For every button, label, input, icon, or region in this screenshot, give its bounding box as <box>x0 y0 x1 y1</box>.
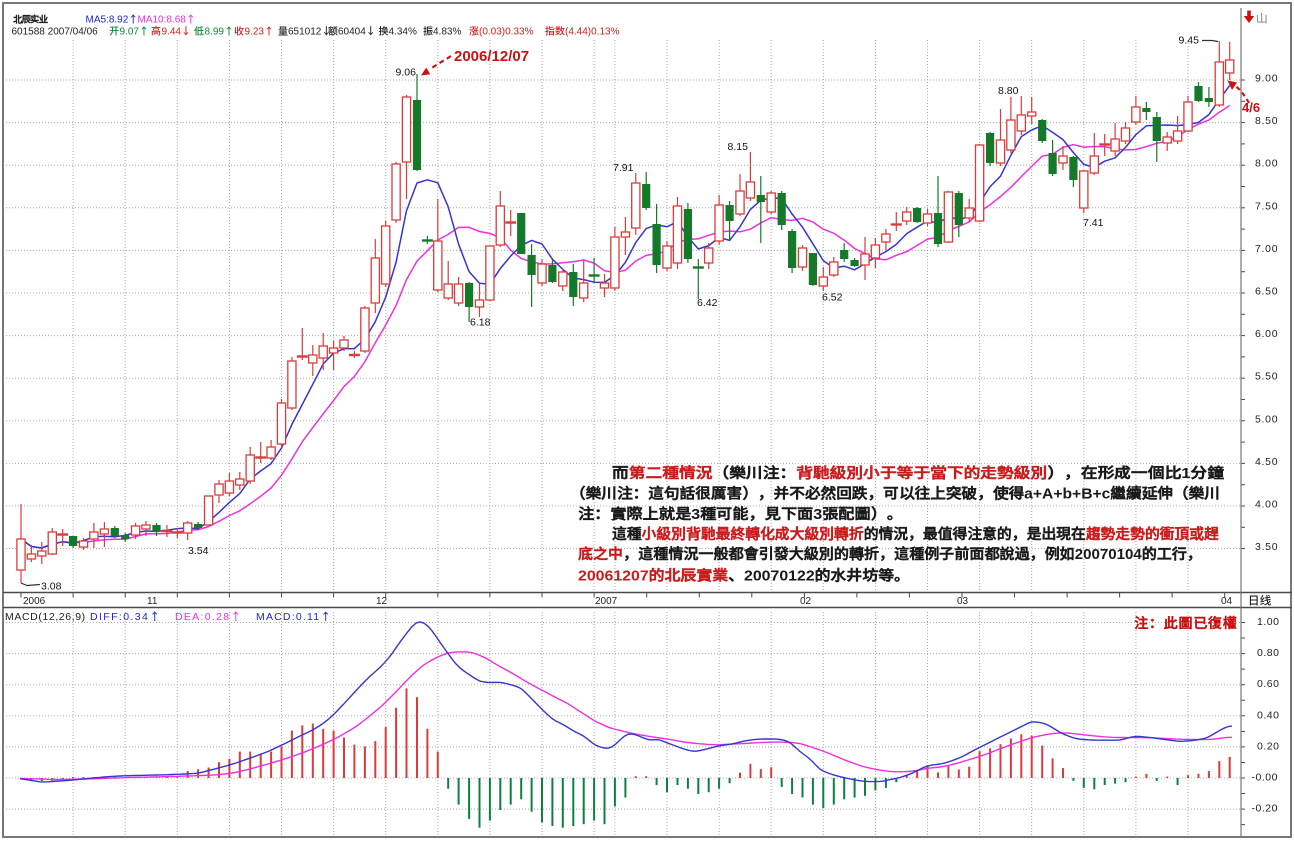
svg-text:3.50: 3.50 <box>1255 541 1278 553</box>
svg-text:7.91: 7.91 <box>613 162 634 174</box>
svg-text:8.00: 8.00 <box>1255 158 1278 170</box>
svg-text:20061207的北辰實業、20070122的水井坊等。: 20061207的北辰實業 、20070122的水井坊等。 <box>578 565 910 586</box>
svg-text:9.06: 9.06 <box>396 67 417 79</box>
svg-text:-0.00: -0.00 <box>1252 772 1278 784</box>
svg-text:开: 开 <box>109 23 120 38</box>
svg-text:2006: 2006 <box>23 596 46 607</box>
svg-text:7.50: 7.50 <box>1255 200 1278 212</box>
svg-text:DEA:0.28↑: DEA:0.28↑ <box>175 609 242 624</box>
svg-text:MACD:0.11↑: MACD:0.11↑ <box>256 609 332 624</box>
svg-text:9.44↓: 9.44↓ <box>162 23 191 38</box>
svg-text:8.15: 8.15 <box>728 141 749 153</box>
svg-text:北辰实业: 北辰实业 <box>13 12 48 26</box>
svg-text:8.50: 8.50 <box>1255 115 1278 127</box>
svg-text:6.50: 6.50 <box>1255 286 1278 298</box>
svg-text:（樂川注：這句話很厲害），并不必然回跌，可以往上突破，使得a: （樂川注：這句話很厲害），并不必然回跌，可以往上突破，使得a+A+b+B+c繼續… <box>570 483 1220 504</box>
svg-text:额60404↓: 额60404↓ <box>327 23 376 38</box>
svg-text:9.07↑: 9.07↑ <box>120 23 149 38</box>
svg-text:1.00: 1.00 <box>1257 616 1279 628</box>
svg-text:5.00: 5.00 <box>1255 413 1278 425</box>
svg-text:3.08: 3.08 <box>41 581 62 593</box>
svg-text:量651012↓: 量651012↓ <box>278 23 331 38</box>
svg-text:-0.20: -0.20 <box>1252 803 1278 815</box>
svg-text:12: 12 <box>376 596 388 607</box>
svg-text:2006/12/07: 2006/12/07 <box>454 48 529 65</box>
svg-text:4/6: 4/6 <box>1242 100 1260 115</box>
svg-text:6.18: 6.18 <box>470 317 491 329</box>
svg-text:04: 04 <box>1221 596 1233 607</box>
svg-text:03: 03 <box>957 596 969 607</box>
svg-text:底之中，這種情況一般都會引發大級別的轉折，這種例子前面都說過: 底之中，這種情況一般都會引發大級別的轉折，這種例子前面都說過，例如2007010… <box>577 543 1202 564</box>
svg-text:8.99↑: 8.99↑ <box>205 23 234 38</box>
svg-text:换4.34%: 换4.34% <box>378 23 417 38</box>
svg-text:日线: 日线 <box>1248 593 1271 609</box>
svg-text:8.80: 8.80 <box>998 85 1019 97</box>
svg-text:指数(4.44)0.13%: 指数(4.44)0.13% <box>545 23 620 38</box>
svg-text:601588 2007/04/06: 601588 2007/04/06 <box>12 27 99 38</box>
svg-text:收: 收 <box>234 23 245 38</box>
svg-text:9.23↑: 9.23↑ <box>245 23 274 38</box>
svg-text:02: 02 <box>800 596 812 607</box>
svg-text:MA5:8.92↑: MA5:8.92↑ <box>86 11 139 26</box>
svg-text:4.00: 4.00 <box>1255 499 1278 511</box>
svg-text:注：此圖已復權: 注：此圖已復權 <box>1134 613 1238 633</box>
svg-text:7.41: 7.41 <box>1083 217 1104 229</box>
svg-text:6.52: 6.52 <box>822 292 843 304</box>
svg-text:低: 低 <box>194 23 205 38</box>
svg-text:6.42: 6.42 <box>697 297 718 309</box>
svg-text:0.40: 0.40 <box>1257 709 1279 721</box>
svg-text:3.54: 3.54 <box>188 545 209 557</box>
svg-text:山: 山 <box>1256 10 1268 27</box>
svg-text:0.20: 0.20 <box>1257 740 1279 752</box>
svg-text:高: 高 <box>151 23 161 38</box>
svg-text:9.00: 9.00 <box>1255 73 1278 85</box>
svg-text:MA10:8.68↑: MA10:8.68↑ <box>138 11 196 26</box>
svg-text:注：實際上就是3種可能，見下面3張配圖）。: 注：實際上就是3種可能，見下面3張配圖）。 <box>578 503 903 524</box>
svg-text:0.60: 0.60 <box>1257 678 1279 690</box>
svg-text:0.80: 0.80 <box>1257 647 1279 659</box>
svg-text:9.45: 9.45 <box>1179 35 1200 47</box>
svg-text:4.50: 4.50 <box>1255 456 1278 468</box>
svg-text:DIFF:0.34↑: DIFF:0.34↑ <box>90 609 161 624</box>
svg-text:6.00: 6.00 <box>1255 328 1278 340</box>
svg-text:7.00: 7.00 <box>1255 243 1278 255</box>
svg-text:2007: 2007 <box>595 596 618 607</box>
svg-text:5.50: 5.50 <box>1255 371 1278 383</box>
svg-text:這種小級別背馳最終轉化成大級別轉折的情況，最值得注意的，是出: 這種小級別背馳最終轉化成大級別轉折的情況，最值得注意的，是出現在趨勢走勢的衝頂或… <box>612 523 1219 544</box>
svg-text:MACD(12,26,9): MACD(12,26,9) <box>5 611 86 623</box>
svg-text:11: 11 <box>147 596 158 607</box>
svg-text:涨(0.03)0.33%: 涨(0.03)0.33% <box>469 23 534 38</box>
svg-text:振4.83%: 振4.83% <box>423 23 461 38</box>
